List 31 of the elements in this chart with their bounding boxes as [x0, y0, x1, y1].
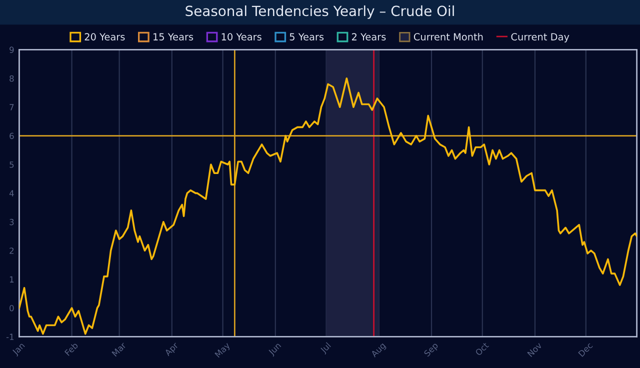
x-tick-label: Jun [268, 342, 282, 357]
chart-title: Seasonal Tendencies Yearly – Crude Oil [186, 5, 454, 19]
x-tick-label: Apr [164, 342, 180, 358]
y-tick-label: 2 [10, 248, 14, 254]
y-tick-label: 7 [10, 104, 14, 110]
y-tick-label: 8 [10, 75, 14, 82]
line-series [19, 77, 637, 335]
legend-label: 20 Years [84, 33, 125, 40]
x-tick-label: Feb [64, 342, 78, 356]
x-tick-label: Sep [424, 342, 440, 358]
x-tick-label: Aug [370, 342, 387, 359]
y-tick-label: 0 [10, 304, 14, 312]
legend-label: 15 Years [154, 33, 194, 40]
legend-label: 5 Years [290, 33, 324, 40]
x-tick-label: Mar [112, 342, 127, 357]
x-tick-label: Oct [474, 342, 490, 356]
y-tick-label: 4 [9, 190, 14, 196]
y-tick-label: -1 [6, 334, 14, 340]
y-tick-label: 9 [10, 46, 14, 53]
x-tick-label: Nov [527, 342, 542, 358]
x-tick-label: Jul [320, 342, 332, 355]
legend-label: 2 Years [352, 33, 386, 40]
y-tick-label: 3 [10, 218, 14, 226]
x-tick-label: Dec [578, 342, 593, 357]
y-tick-label: 6 [10, 132, 14, 140]
legend-label: Current Day [511, 33, 570, 42]
y-tick-label: 5 [10, 162, 14, 168]
legend-label: 10 Years [222, 33, 262, 40]
x-tick-label: Jan [12, 342, 26, 357]
legend-label: Current Month [414, 32, 483, 40]
y-tick-label: 1 [10, 276, 14, 282]
